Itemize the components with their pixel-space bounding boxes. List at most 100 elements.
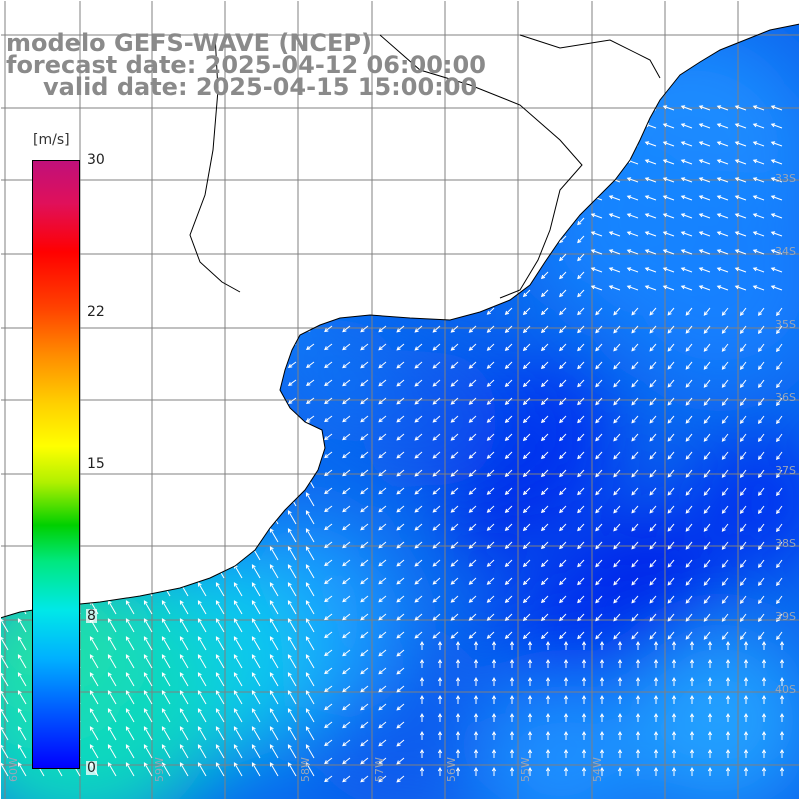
wind-arrow-head (179, 165, 184, 170)
wind-arrow (591, 213, 603, 219)
wind-arrow-head (215, 201, 221, 206)
wind-arrow-head (324, 562, 329, 567)
wind-arrow-head (563, 640, 569, 646)
wind-arrow (487, 505, 495, 513)
wind-arrow-head (545, 748, 551, 754)
wind-arrow (685, 505, 693, 514)
wind-arrow-head (689, 640, 695, 646)
wind-arrow-head (161, 456, 166, 461)
wind-arrow-head (107, 273, 112, 278)
wind-arrow-head (396, 220, 401, 225)
wind-arrow (71, 145, 81, 151)
wind-arrow-head (522, 310, 528, 316)
wind-arrow-head (540, 148, 546, 154)
wind-arrow-head (725, 748, 731, 754)
wind-arrow-head (491, 712, 497, 718)
wind-arrow (663, 123, 675, 129)
wind-arrow-head (739, 473, 744, 478)
wind-arrow-head (504, 184, 510, 189)
wind-arrow-head (305, 510, 310, 515)
wind-arrow-head (450, 184, 455, 189)
wind-arrow-head (324, 184, 329, 189)
wind-arrow (735, 177, 747, 183)
wind-arrow (288, 271, 297, 278)
wind-arrow-head (396, 238, 401, 243)
wind-arrow (667, 541, 675, 550)
wind-arrow (125, 361, 135, 368)
wind-arrow-head (396, 778, 401, 783)
wind-arrow (125, 307, 135, 314)
wind-arrow (523, 613, 531, 621)
wind-arrow (0, 744, 9, 759)
wind-arrow (89, 546, 99, 561)
wind-arrow-head (215, 129, 221, 134)
wind-arrow (523, 577, 531, 585)
wind-arrow (378, 757, 387, 765)
wind-arrow (324, 361, 333, 368)
wind-arrow-head (414, 490, 419, 495)
wind-arrow-head (577, 275, 582, 280)
wind-arrow-head (269, 654, 274, 659)
wind-arrow-head (721, 347, 726, 352)
wind-arrow (396, 649, 405, 657)
wind-arrow-head (125, 237, 130, 242)
wind-arrow-head (179, 600, 184, 605)
wind-arrow (197, 492, 207, 507)
wind-arrow-head (287, 165, 293, 170)
wind-arrow-head (649, 473, 654, 478)
wind-arrow (523, 235, 531, 243)
wind-arrow (216, 199, 225, 206)
wind-arrow-head (455, 748, 461, 754)
wind-arrow (722, 631, 729, 640)
wind-arrow (627, 249, 639, 255)
wind-arrow-head (287, 345, 293, 350)
wind-arrow-head (776, 401, 781, 407)
wind-arrow-head (757, 599, 762, 605)
wind-arrow-head (455, 658, 461, 664)
wind-arrow (324, 487, 333, 494)
wind-arrow (378, 253, 387, 261)
wind-arrow-head (269, 237, 275, 242)
wind-arrow (269, 636, 279, 651)
wind-arrow-head (703, 527, 708, 532)
wind-arrow-head (287, 309, 293, 314)
wind-arrow (758, 343, 765, 352)
wind-arrow (469, 541, 477, 549)
wind-arrow (740, 343, 747, 352)
wind-arrow (143, 618, 153, 633)
wind-arrow-head (703, 563, 708, 568)
wind-arrow-head (770, 249, 776, 254)
wind-arrow-head (324, 382, 329, 387)
wind-arrow (143, 546, 153, 561)
wind-arrow (71, 127, 81, 133)
wind-arrow-head (71, 147, 76, 151)
wind-arrow (342, 523, 351, 530)
wind-arrow-head (125, 291, 130, 296)
wind-arrow (776, 559, 783, 568)
wind-arrow (577, 343, 585, 351)
wind-arrow-head (125, 708, 130, 713)
wind-arrow-head (305, 310, 311, 315)
wind-arrow (450, 181, 459, 189)
wind-arrow (487, 217, 495, 225)
wind-arrow-head (125, 636, 130, 641)
wind-arrow (216, 145, 225, 152)
wind-arrow (703, 541, 711, 550)
wind-arrow (342, 217, 351, 224)
wind-arrow-head (739, 365, 744, 370)
wind-arrow (269, 618, 279, 633)
lon-label: 59W (153, 757, 166, 782)
wind-arrow-head (197, 417, 202, 422)
wind-arrow (251, 582, 261, 597)
wind-arrow (342, 253, 351, 260)
wind-arrow-head (522, 472, 528, 478)
wind-arrow-head (125, 129, 130, 134)
wind-arrow-head (215, 726, 220, 731)
wind-arrow-head (540, 598, 546, 604)
wind-arrow-head (626, 123, 632, 128)
wind-arrow (735, 141, 747, 147)
wind-arrow (414, 199, 423, 207)
wind-arrow (505, 397, 513, 405)
wind-arrow (360, 577, 369, 585)
wind-arrow-head (698, 105, 704, 110)
